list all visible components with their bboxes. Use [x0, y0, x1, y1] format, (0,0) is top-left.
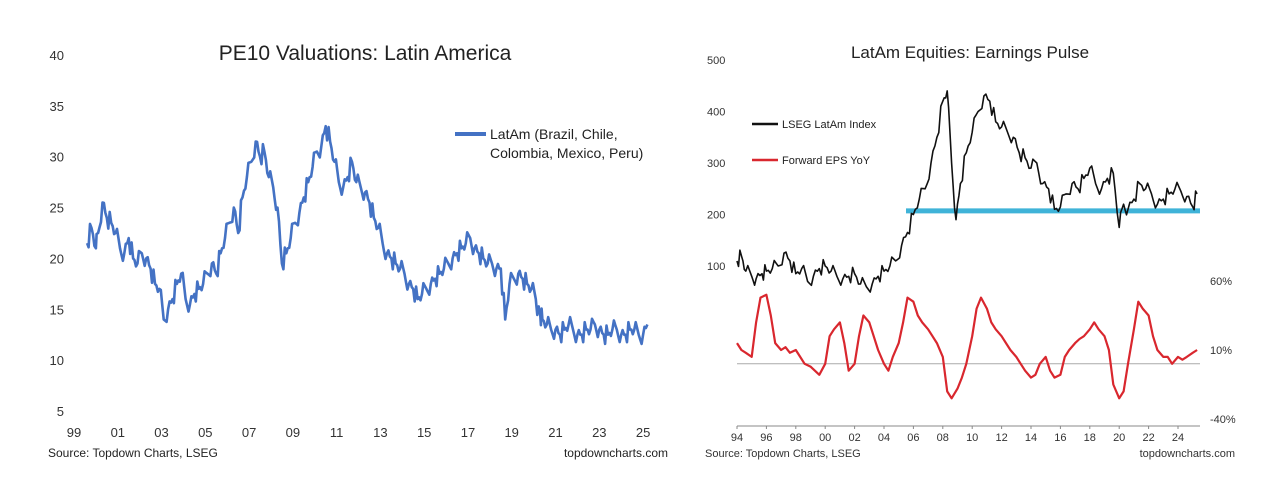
eps-y-tick-label: -40% — [1210, 414, 1236, 426]
pe10-y-tick-label: 35 — [50, 99, 64, 114]
earnings-x-tick-label: 24 — [1172, 432, 1184, 444]
pe10-y-tick-label: 30 — [50, 150, 64, 165]
pe10-x-tick-label: 01 — [111, 425, 125, 440]
earnings-x-tick-label: 20 — [1113, 432, 1125, 444]
pe10-y-tick-label: 10 — [50, 353, 64, 368]
index-y-tick-label: 300 — [707, 158, 725, 170]
eps-y-tick-label: 10% — [1210, 345, 1232, 357]
earnings-x-tick-label: 96 — [760, 432, 772, 444]
earnings-pulse-chart: LatAm Equities: Earnings Pulse 100200300… — [705, 43, 1236, 460]
earnings-x-tick-label: 18 — [1084, 432, 1096, 444]
pe10-y-tick-label: 25 — [50, 201, 64, 216]
pe10-chart: PE10 Valuations: Latin America 5 10 15 20 25… — [48, 42, 668, 460]
index-series-line — [736, 90, 1198, 293]
earnings-x-tick-label: 98 — [790, 432, 802, 444]
earnings-x-tick-label: 00 — [819, 432, 831, 444]
legend-label-eps: Forward EPS YoY — [782, 155, 871, 167]
pe10-y-tick-label: 40 — [50, 48, 64, 63]
pe10-watermark: topdowncharts.com — [564, 446, 668, 460]
index-y-tick-label: 500 — [707, 55, 725, 67]
pe10-x-tick-label: 21 — [548, 425, 562, 440]
pe10-latam-series-line — [85, 124, 649, 346]
pe10-x-tick-label: 07 — [242, 425, 256, 440]
pe10-x-tick-label: 05 — [198, 425, 212, 440]
index-y-tick-label: 200 — [707, 210, 725, 222]
earnings-x-tick-label: 10 — [966, 432, 978, 444]
pe10-legend-label-line1: LatAm (Brazil, Chile, — [490, 126, 618, 142]
pe10-x-tick-label: 11 — [330, 425, 344, 440]
pe10-x-tick-label: 99 — [67, 425, 81, 440]
pe10-x-tick-label: 23 — [592, 425, 606, 440]
index-y-tick-label: 400 — [707, 107, 725, 119]
earnings-x-tick-label: 16 — [1054, 432, 1066, 444]
earnings-x-tick-label: 14 — [1025, 432, 1037, 444]
earnings-chart-title: LatAm Equities: Earnings Pulse — [851, 43, 1089, 62]
earnings-source: Source: Topdown Charts, LSEG — [705, 448, 861, 460]
pe10-y-tick-label: 15 — [50, 302, 64, 317]
earnings-x-tick-label: 02 — [848, 432, 860, 444]
earnings-x-tick-label: 22 — [1142, 432, 1154, 444]
legend-label-index: LSEG LatAm Index — [782, 119, 877, 131]
earnings-x-tick-label: 12 — [995, 432, 1007, 444]
earnings-x-tick-label: 08 — [937, 432, 949, 444]
pe10-y-tick-label: 20 — [50, 251, 64, 266]
earnings-legend: LSEG LatAm Index Forward EPS YoY — [752, 119, 877, 167]
earnings-x-tick-label: 04 — [878, 432, 890, 444]
earnings-watermark: topdowncharts.com — [1140, 448, 1235, 460]
pe10-legend-label-line2: Colombia, Mexico, Peru) — [490, 145, 643, 161]
pe10-x-tick-label: 09 — [286, 425, 300, 440]
pe10-x-tick-label: 17 — [461, 425, 475, 440]
pe10-x-tick-label: 03 — [154, 425, 168, 440]
eps-series-line — [736, 293, 1198, 400]
pe10-x-tick-label: 13 — [373, 425, 387, 440]
pe10-chart-title: PE10 Valuations: Latin America — [219, 42, 512, 65]
pe10-y-tick-label: 5 — [57, 404, 64, 419]
eps-y-tick-label: 60% — [1210, 276, 1232, 288]
pe10-x-tick-label: 19 — [504, 425, 518, 440]
index-y-tick-label: 100 — [707, 261, 725, 273]
pe10-source: Source: Topdown Charts, LSEG — [48, 446, 218, 460]
earnings-x-tick-label: 94 — [731, 432, 743, 444]
pe10-legend: LatAm (Brazil, Chile, Colombia, Mexico, … — [455, 126, 643, 161]
pe10-x-tick-label: 15 — [417, 425, 431, 440]
pe10-x-tick-label: 25 — [636, 425, 650, 440]
earnings-x-tick-label: 06 — [907, 432, 919, 444]
